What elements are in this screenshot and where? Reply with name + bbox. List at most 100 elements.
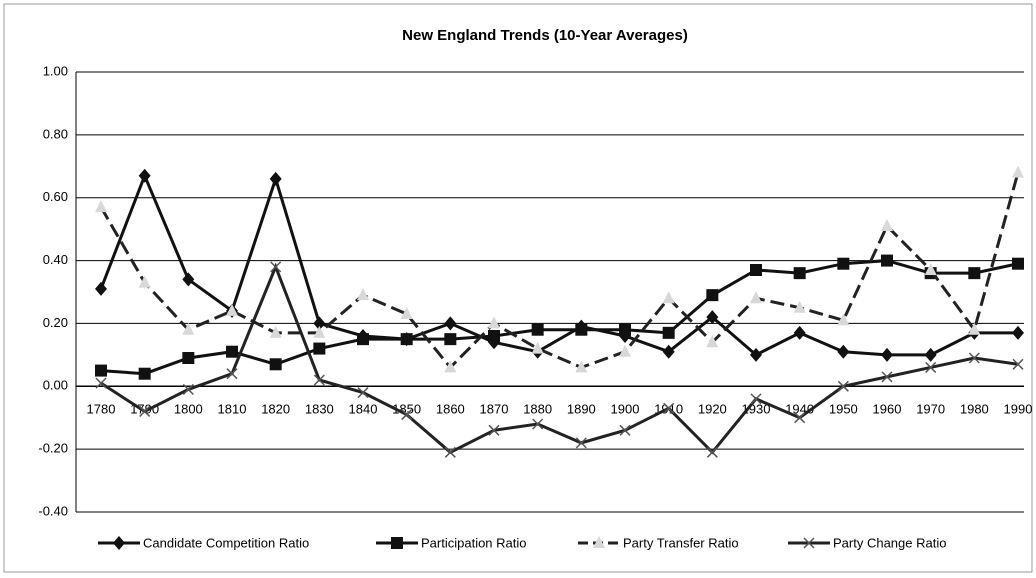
data-point xyxy=(750,291,762,304)
x-tick-label: 1950 xyxy=(829,402,858,417)
data-point xyxy=(313,316,326,331)
y-tick-label: 0.00 xyxy=(43,378,68,393)
data-point xyxy=(968,352,980,364)
data-point xyxy=(357,333,369,346)
x-tick-label: 1990 xyxy=(1004,402,1033,417)
x-tick-label: 1800 xyxy=(174,402,203,417)
x-tick-label: 1860 xyxy=(436,402,465,417)
legend-label: Candidate Competition Ratio xyxy=(143,535,309,550)
data-point xyxy=(182,352,195,364)
data-point xyxy=(662,344,675,359)
legend-marker xyxy=(803,537,815,549)
legend-item: Candidate Competition Ratio xyxy=(98,535,309,550)
x-tick-label: 1880 xyxy=(523,402,552,417)
data-point xyxy=(1012,165,1024,178)
data-point xyxy=(706,310,719,325)
x-tick-label: 1850 xyxy=(392,402,421,417)
data-point xyxy=(138,168,151,183)
y-tick-label: 0.20 xyxy=(43,315,68,330)
data-point xyxy=(619,323,631,336)
data-point xyxy=(619,424,631,436)
data-point xyxy=(1012,358,1024,370)
data-point xyxy=(531,341,544,354)
data-point xyxy=(575,323,588,336)
legend-label: Party Transfer Ratio xyxy=(623,535,739,550)
data-point xyxy=(400,333,413,346)
data-point xyxy=(968,267,981,280)
data-point xyxy=(706,289,719,302)
data-point xyxy=(924,347,937,362)
data-point xyxy=(575,360,588,373)
data-point xyxy=(706,335,719,348)
data-point xyxy=(182,322,195,335)
x-tick-label: 1920 xyxy=(698,402,727,417)
legend-item: Party Transfer Ratio xyxy=(578,535,739,550)
data-point xyxy=(837,344,850,359)
data-point xyxy=(444,360,457,373)
data-point xyxy=(750,393,762,405)
data-point xyxy=(881,254,893,267)
legend-marker xyxy=(593,536,605,548)
data-point xyxy=(313,374,325,386)
data-point xyxy=(226,345,238,358)
legend-marker xyxy=(391,537,403,549)
series-line xyxy=(100,259,1019,376)
data-point xyxy=(401,409,413,421)
data-point xyxy=(138,367,151,380)
data-point xyxy=(968,322,981,335)
data-point xyxy=(138,275,151,288)
data-point xyxy=(444,446,456,458)
chart-frame xyxy=(3,3,1033,573)
data-point xyxy=(750,347,762,362)
y-tick-label: 1.00 xyxy=(43,63,68,78)
x-tick-label: 1980 xyxy=(960,402,989,417)
data-point xyxy=(531,323,544,336)
data-point xyxy=(924,263,937,275)
x-tick-label: 1840 xyxy=(349,402,378,417)
data-point xyxy=(750,264,762,276)
data-point xyxy=(444,316,457,331)
data-point xyxy=(488,330,500,342)
data-point xyxy=(1012,325,1024,340)
data-point xyxy=(488,424,500,436)
data-point xyxy=(794,412,806,424)
data-point xyxy=(619,344,631,357)
data-point xyxy=(444,333,457,346)
x-tick-label: 1810 xyxy=(218,402,247,417)
data-point xyxy=(706,446,718,458)
legend-item: Party Change Ratio xyxy=(788,535,946,550)
y-tick-label: -0.40 xyxy=(38,503,68,518)
data-point xyxy=(139,405,151,417)
legend-label: Participation Ratio xyxy=(421,535,527,550)
series-line xyxy=(100,262,1019,455)
data-point xyxy=(793,325,806,340)
data-point xyxy=(182,272,195,287)
legend-marker xyxy=(113,536,125,550)
x-tick-label: 1900 xyxy=(611,402,640,417)
data-point xyxy=(270,261,282,273)
data-point xyxy=(226,303,238,316)
x-tick-label: 1820 xyxy=(261,402,290,417)
series-line xyxy=(99,171,1018,357)
data-point xyxy=(662,291,675,304)
data-point xyxy=(95,200,107,213)
data-point xyxy=(95,281,107,296)
data-point xyxy=(313,325,326,338)
data-point xyxy=(837,257,850,270)
x-tick-label: 1960 xyxy=(873,402,902,417)
data-point xyxy=(357,288,369,301)
data-point xyxy=(357,387,369,399)
data-point xyxy=(532,418,544,430)
data-point xyxy=(793,300,806,313)
y-tick-label: 0.60 xyxy=(43,189,68,204)
data-point xyxy=(662,326,675,339)
x-tick-label: 1780 xyxy=(87,402,116,417)
data-point xyxy=(837,380,849,392)
y-tick-label: -0.20 xyxy=(38,441,68,456)
data-point xyxy=(269,171,282,186)
y-tick-label: 0.80 xyxy=(43,126,68,141)
data-point xyxy=(95,377,107,389)
data-point xyxy=(925,361,937,373)
data-point xyxy=(1012,257,1024,270)
